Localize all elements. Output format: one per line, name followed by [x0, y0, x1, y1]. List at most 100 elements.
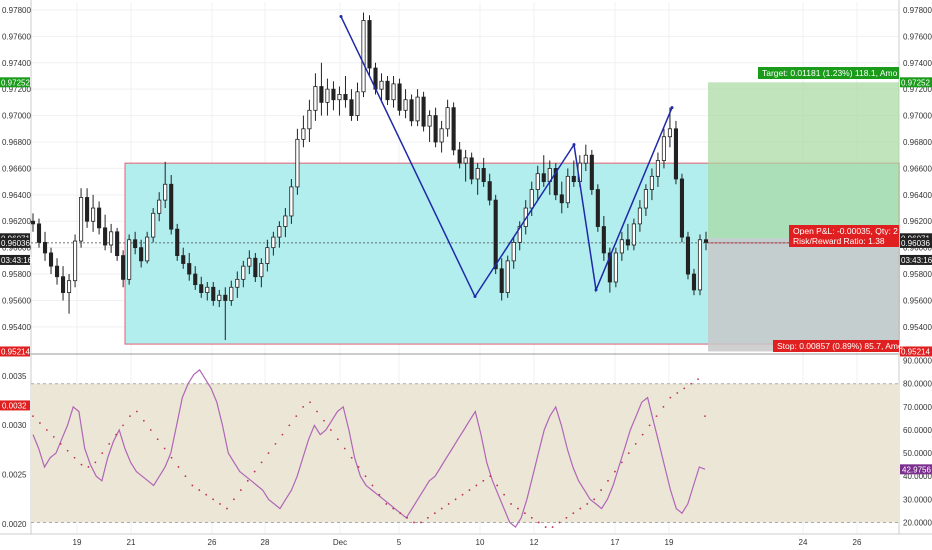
candle-body [469, 157, 474, 180]
oscillator-band [31, 383, 899, 523]
osc-right-tick: 90.0000 [903, 357, 932, 366]
oscillator-pane: 0.0035 0.0030 0.0025 0.0020 90.0000 80.0000 70… [0, 357, 932, 529]
candle [535, 165, 540, 201]
time-tick-label: 5 [397, 538, 402, 547]
oscillator-dot [523, 512, 526, 515]
candle [91, 194, 96, 232]
oscillator-dot [323, 419, 325, 422]
candle-body [313, 86, 318, 111]
candle-body [253, 257, 258, 278]
candle-body [223, 294, 228, 301]
candle-body [493, 199, 498, 270]
time-axis: 19 21 26 28 Dec 5 10 12 17 19 24 26 [73, 538, 862, 547]
oscillator-dot [426, 516, 429, 519]
left-tick-label: 0.97400 [2, 59, 31, 68]
oscillator-dot [226, 507, 228, 510]
oscillator-dot [350, 456, 353, 459]
candle [211, 282, 216, 306]
candle-body [271, 236, 276, 249]
candle [241, 260, 246, 288]
right-tick-label: 0.96800 [903, 138, 932, 147]
candle [505, 255, 510, 298]
candle-body [265, 247, 270, 264]
candle-body [517, 226, 522, 243]
candle-body [637, 207, 642, 225]
left-tick-label: 0.97000 [2, 112, 31, 121]
oscillator-dot [309, 401, 312, 404]
candle-body [631, 223, 636, 246]
candle-body [115, 231, 120, 256]
oscillator-dot [52, 436, 55, 438]
right-tick-label: 0.95600 [903, 296, 932, 305]
candle-body [169, 183, 174, 230]
stop-label: Stop: 0.00857 (0.89%) 85.7, Amo [773, 340, 903, 352]
oscillator-dot [239, 489, 242, 491]
right-price-tag: 0.96036 [900, 237, 932, 248]
left-price-tag: 0.97252 [0, 77, 30, 88]
oscillator-dot [704, 415, 706, 418]
candle-body [139, 247, 144, 262]
oscillator-dot [59, 442, 62, 445]
left-price-tag: 0.95214 [0, 346, 30, 357]
candle-body [217, 294, 222, 301]
oscillator-dot [253, 470, 256, 473]
osc-right-tick: 20.0000 [903, 518, 932, 527]
candle-body [199, 284, 204, 293]
candle-body [559, 194, 564, 204]
candle [187, 252, 192, 281]
candle [97, 201, 102, 235]
candle [151, 208, 156, 243]
candle [247, 250, 252, 275]
candle [391, 75, 396, 108]
candle-body [79, 197, 84, 242]
stop-zone [708, 238, 899, 352]
candle [343, 75, 348, 108]
oscillator-dot [586, 503, 589, 505]
pnl-label-text: Open P&L: -0.00035, Qty: 2 [793, 226, 898, 236]
candle-body [181, 255, 186, 264]
oscillator-dot [634, 442, 637, 445]
candle [445, 99, 450, 137]
oscillator-dot [600, 489, 602, 491]
left-tick-label: 0.96400 [2, 191, 31, 200]
time-tick-label: 24 [799, 538, 808, 547]
oscillator-dot [697, 378, 699, 381]
candle [457, 142, 462, 169]
oscillator-dot [496, 484, 499, 487]
candle-body [121, 255, 126, 280]
candle-body [673, 128, 679, 180]
oscillator-dot [288, 424, 291, 427]
oscillator-dot [115, 433, 118, 436]
candle-body [451, 107, 456, 151]
candle-body [697, 239, 703, 291]
right-tick-label: 0.97000 [903, 112, 932, 121]
candle-body [601, 226, 606, 254]
oscillator-dot [371, 484, 374, 487]
osc-left-tick: 0.0030 [2, 421, 27, 430]
oscillator-dot [454, 498, 457, 501]
candle [109, 223, 114, 253]
left-price-tag-bg [0, 254, 30, 265]
candle-body [529, 189, 534, 209]
candle [595, 184, 600, 232]
oscillator-dot [302, 405, 305, 408]
candle-body [157, 199, 162, 214]
oscillator-dot [620, 461, 623, 464]
oscillator-dot [336, 438, 339, 441]
right-tick-label: 0.96200 [903, 217, 932, 226]
oscillator-dot [607, 479, 609, 482]
oscillator-dot [530, 516, 533, 519]
oscillator-dot [32, 415, 34, 418]
candle [601, 215, 606, 261]
candle [36, 218, 42, 248]
time-tick-label: 19 [73, 538, 82, 547]
candle [169, 175, 174, 235]
oscillator-dot [219, 503, 221, 505]
candle [277, 221, 282, 248]
candle-body [583, 154, 588, 164]
oscillator-dot [690, 382, 693, 385]
candle-body [553, 168, 558, 196]
oscillator-dot [122, 424, 124, 427]
candle-body [679, 178, 685, 238]
